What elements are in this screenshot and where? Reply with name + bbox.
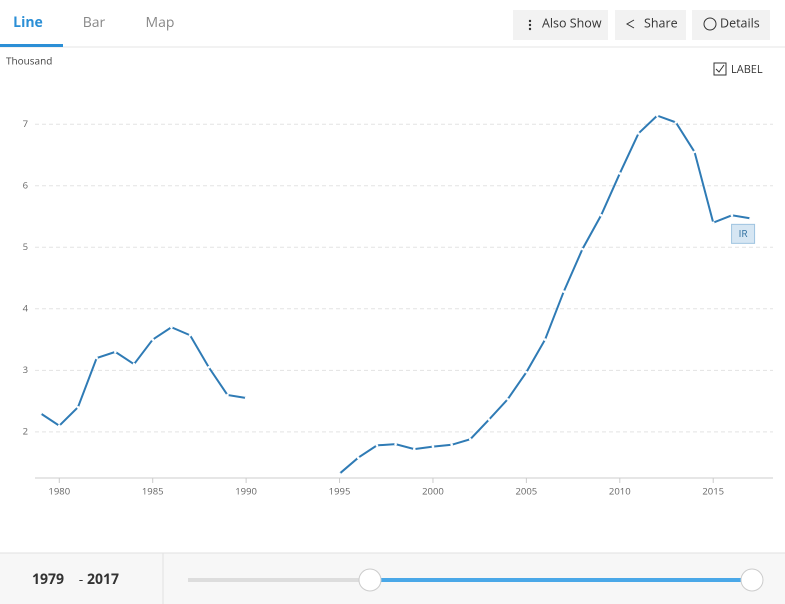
also-show-label[interactable]: Also Show (542, 14, 602, 31)
data-point (450, 443, 453, 447)
data-point (581, 247, 584, 251)
y-tick-label: 4 (23, 301, 29, 314)
data-point (412, 447, 416, 451)
data-point (375, 444, 379, 447)
x-tick-label: 1980 (48, 485, 70, 498)
data-point (151, 338, 155, 341)
data-point (543, 338, 547, 341)
tab-bar[interactable]: Bar (83, 13, 106, 32)
checkmark (715, 64, 725, 73)
data-point (525, 370, 528, 374)
data-point (599, 213, 603, 217)
data-point (170, 325, 173, 329)
data-point (749, 217, 752, 220)
data-point (637, 132, 640, 135)
data-point (95, 356, 98, 360)
tab-indicator (0, 44, 63, 47)
tab-map[interactable]: Map (146, 13, 175, 32)
range-separator: - (79, 570, 84, 589)
share-label[interactable]: Share (644, 14, 678, 31)
details-button[interactable] (692, 10, 770, 40)
legend-label[interactable]: LABEL (731, 62, 763, 77)
data-point (356, 456, 360, 459)
icon (528, 27, 532, 31)
share-button[interactable] (615, 10, 686, 40)
data-point (469, 437, 472, 441)
series-label: IR (739, 226, 748, 240)
data-point (655, 114, 659, 117)
y-tick-label: 6 (23, 178, 28, 191)
plot: 2 3 4 5 6 7 1980 1985 1990 1995 2000 2005 2010 2015 IR (23, 114, 773, 498)
x-tick-label: 2015 (702, 485, 724, 498)
data-point (76, 405, 80, 409)
details-label[interactable]: Details (720, 14, 760, 31)
icon (625, 19, 635, 29)
x-tick-label: 2010 (609, 485, 631, 498)
icon (703, 17, 717, 31)
y-tick-label: 2 (23, 424, 28, 437)
data-point (226, 393, 229, 397)
data-point (394, 442, 397, 446)
range-start: 1979 (32, 570, 64, 589)
y-tick-label: 7 (23, 117, 28, 130)
y-tick-label: 5 (23, 240, 28, 253)
x-tick-label: 1985 (142, 485, 164, 498)
data-point (506, 397, 509, 401)
data-point (244, 396, 248, 400)
x-tick-label: 1995 (329, 485, 351, 498)
data-point (562, 290, 566, 293)
series-label-box (731, 223, 756, 244)
data-point (693, 150, 696, 154)
x-tick-label: 2000 (422, 485, 444, 498)
x-tick-label: 1990 (235, 485, 257, 498)
data-point (674, 121, 678, 124)
data-point (114, 350, 117, 354)
data-point (730, 213, 734, 217)
slider-handle[interactable] (358, 568, 382, 592)
legend-checkbox[interactable] (713, 62, 727, 76)
x-tick-label: 2005 (516, 485, 538, 498)
icon (528, 19, 532, 23)
data-point (57, 424, 61, 428)
data-point (39, 412, 42, 415)
data-point (618, 172, 622, 175)
y-tick-label: 3 (23, 363, 28, 376)
data-point (711, 221, 715, 224)
data-point (487, 418, 491, 421)
data-point (207, 365, 211, 369)
data-point (431, 445, 435, 448)
data-point (132, 362, 136, 366)
data-point (188, 333, 192, 337)
data-point (338, 472, 341, 475)
range-end: 2017 (87, 570, 119, 589)
icon (528, 23, 532, 27)
slider-handle[interactable] (740, 568, 764, 592)
y-unit: Thousand (6, 54, 52, 68)
tab-line[interactable]: Line (13, 13, 43, 32)
